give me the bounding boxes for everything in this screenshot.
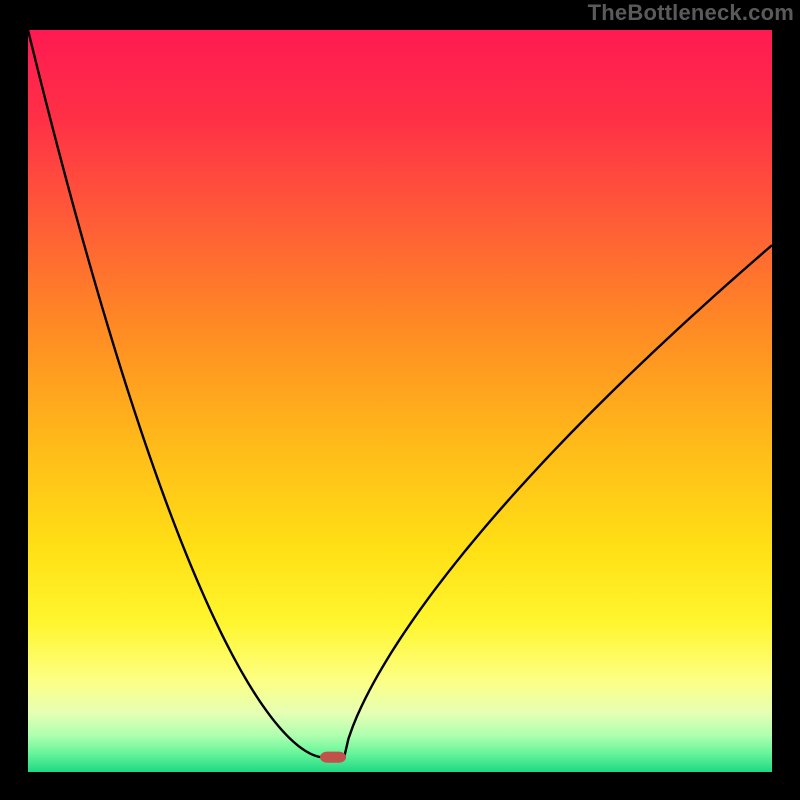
chart-wrapper: TheBottleneck.com: [0, 0, 800, 800]
plot-background: [28, 30, 772, 772]
bottleneck-curve-chart: [0, 0, 800, 800]
watermark-text: TheBottleneck.com: [588, 0, 794, 26]
minimum-marker: [320, 752, 346, 763]
